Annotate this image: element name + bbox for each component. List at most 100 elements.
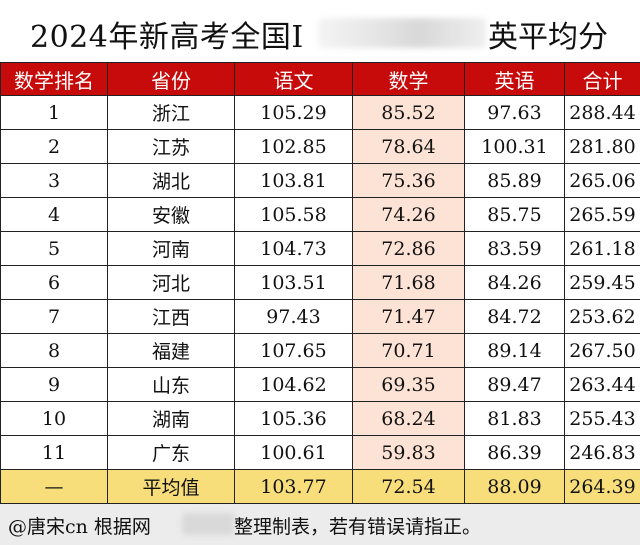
cell-province: 江苏 — [107, 129, 235, 164]
cell-province: 河南 — [107, 231, 235, 266]
table-row: 10 湖南 105.36 68.24 81.83 255.43 — [0, 401, 640, 436]
cell-province: 湖南 — [107, 401, 235, 436]
cell-chinese: 103.51 — [234, 265, 353, 300]
cell-rank: 4 — [0, 197, 108, 232]
cell-chinese: 100.61 — [234, 435, 353, 470]
cell-english: 100.31 — [464, 129, 565, 164]
cell-total: 267.50 — [564, 333, 640, 368]
cell-chinese: 105.58 — [234, 197, 353, 232]
cell-total: 255.43 — [564, 401, 640, 436]
page-title-prefix: 2024年新高考全国Ⅰ — [30, 20, 304, 55]
average-cell-english: 88.09 — [464, 469, 565, 504]
cell-chinese: 104.73 — [234, 231, 353, 266]
table-row: 11 广东 100.61 59.83 86.39 246.83 — [0, 435, 640, 470]
cell-rank: 10 — [0, 401, 108, 436]
footer-blurred-region — [182, 513, 234, 535]
cell-province: 福建 — [107, 333, 235, 368]
cell-total: 259.45 — [564, 265, 640, 300]
table-row: 9 山东 104.62 69.35 89.47 263.44 — [0, 367, 640, 402]
cell-math: 70.71 — [352, 333, 465, 368]
cell-total: 253.62 — [564, 299, 640, 334]
cell-rank: 8 — [0, 333, 108, 368]
cell-math: 68.24 — [352, 401, 465, 436]
cell-english: 85.75 — [464, 197, 565, 232]
cell-total: 288.44 — [564, 95, 640, 130]
header-total: 合计 — [564, 62, 640, 96]
cell-english: 83.59 — [464, 231, 565, 266]
cell-chinese: 107.65 — [234, 333, 353, 368]
cell-total: 263.44 — [564, 367, 640, 402]
cell-math: 71.68 — [352, 265, 465, 300]
cell-rank: 9 — [0, 367, 108, 402]
header-chinese: 语文 — [234, 62, 353, 96]
footer-credit-prefix: @唐宋cn 根据网 — [8, 516, 151, 538]
cell-chinese: 102.85 — [234, 129, 353, 164]
table-row: 3 湖北 103.81 75.36 85.89 265.06 — [0, 163, 640, 198]
title-blurred-region — [318, 18, 486, 48]
cell-english: 85.89 — [464, 163, 565, 198]
scores-table: 数学排名 省份 语文 数学 英语 合计 1 浙江 105.29 85.52 97.63 2… — [0, 62, 640, 504]
cell-english: 84.72 — [464, 299, 565, 334]
cell-math: 72.86 — [352, 231, 465, 266]
cell-rank: 7 — [0, 299, 108, 334]
cell-math: 59.83 — [352, 435, 465, 470]
cell-province: 浙江 — [107, 95, 235, 130]
average-row: — 平均值 103.77 72.54 88.09 264.39 — [0, 469, 640, 504]
cell-rank: 2 — [0, 129, 108, 164]
table-row: 2 江苏 102.85 78.64 100.31 281.80 — [0, 129, 640, 164]
cell-total: 265.59 — [564, 197, 640, 232]
cell-province: 广东 — [107, 435, 235, 470]
cell-total: 261.18 — [564, 231, 640, 266]
average-cell-chinese: 103.77 — [234, 469, 353, 504]
cell-rank: 1 — [0, 95, 108, 130]
cell-english: 84.26 — [464, 265, 565, 300]
table-row: 6 河北 103.51 71.68 84.26 259.45 — [0, 265, 640, 300]
header-province: 省份 — [107, 62, 235, 96]
average-cell-math: 72.54 — [352, 469, 465, 504]
cell-rank: 3 — [0, 163, 108, 198]
cell-chinese: 105.29 — [234, 95, 353, 130]
cell-rank: 6 — [0, 265, 108, 300]
cell-rank: 11 — [0, 435, 108, 470]
cell-english: 89.14 — [464, 333, 565, 368]
header-math: 数学 — [352, 62, 465, 96]
table-row: 4 安徽 105.58 74.26 85.75 265.59 — [0, 197, 640, 232]
footer-credit-suffix: 整理制表，若有错误请指正。 — [234, 516, 482, 538]
cell-total: 281.80 — [564, 129, 640, 164]
table-row: 5 河南 104.73 72.86 83.59 261.18 — [0, 231, 640, 266]
footer: @唐宋cn 根据网 整理制表，若有错误请指正。 — [0, 504, 640, 545]
header-english: 英语 — [464, 62, 565, 96]
cell-chinese: 105.36 — [234, 401, 353, 436]
cell-rank: 5 — [0, 231, 108, 266]
cell-math: 71.47 — [352, 299, 465, 334]
cell-province: 安徽 — [107, 197, 235, 232]
page-title-suffix: 英平均分 — [488, 20, 608, 55]
cell-english: 97.63 — [464, 95, 565, 130]
table-row: 7 江西 97.43 71.47 84.72 253.62 — [0, 299, 640, 334]
cell-math: 78.64 — [352, 129, 465, 164]
cell-province: 河北 — [107, 265, 235, 300]
cell-math: 74.26 — [352, 197, 465, 232]
table-body: 1 浙江 105.29 85.52 97.63 288.44 2 江苏 102.85 78.64 1… — [0, 95, 640, 504]
cell-math: 69.35 — [352, 367, 465, 402]
cell-total: 246.83 — [564, 435, 640, 470]
cell-province: 江西 — [107, 299, 235, 334]
table-row: 1 浙江 105.29 85.52 97.63 288.44 — [0, 95, 640, 130]
cell-math: 75.36 — [352, 163, 465, 198]
table-row: 8 福建 107.65 70.71 89.14 267.50 — [0, 333, 640, 368]
cell-english: 86.39 — [464, 435, 565, 470]
average-cell-province: 平均值 — [107, 469, 235, 504]
title-bar: 2024年新高考全国Ⅰ 英平均分 — [0, 0, 640, 62]
average-cell-total: 264.39 — [564, 469, 640, 504]
cell-province: 湖北 — [107, 163, 235, 198]
cell-total: 265.06 — [564, 163, 640, 198]
cell-province: 山东 — [107, 367, 235, 402]
cell-chinese: 97.43 — [234, 299, 353, 334]
average-cell-rank: — — [0, 469, 108, 504]
header-rank: 数学排名 — [0, 62, 108, 96]
cell-english: 89.47 — [464, 367, 565, 402]
table-header-row: 数学排名 省份 语文 数学 英语 合计 — [0, 62, 640, 96]
cell-chinese: 103.81 — [234, 163, 353, 198]
cell-chinese: 104.62 — [234, 367, 353, 402]
cell-english: 81.83 — [464, 401, 565, 436]
